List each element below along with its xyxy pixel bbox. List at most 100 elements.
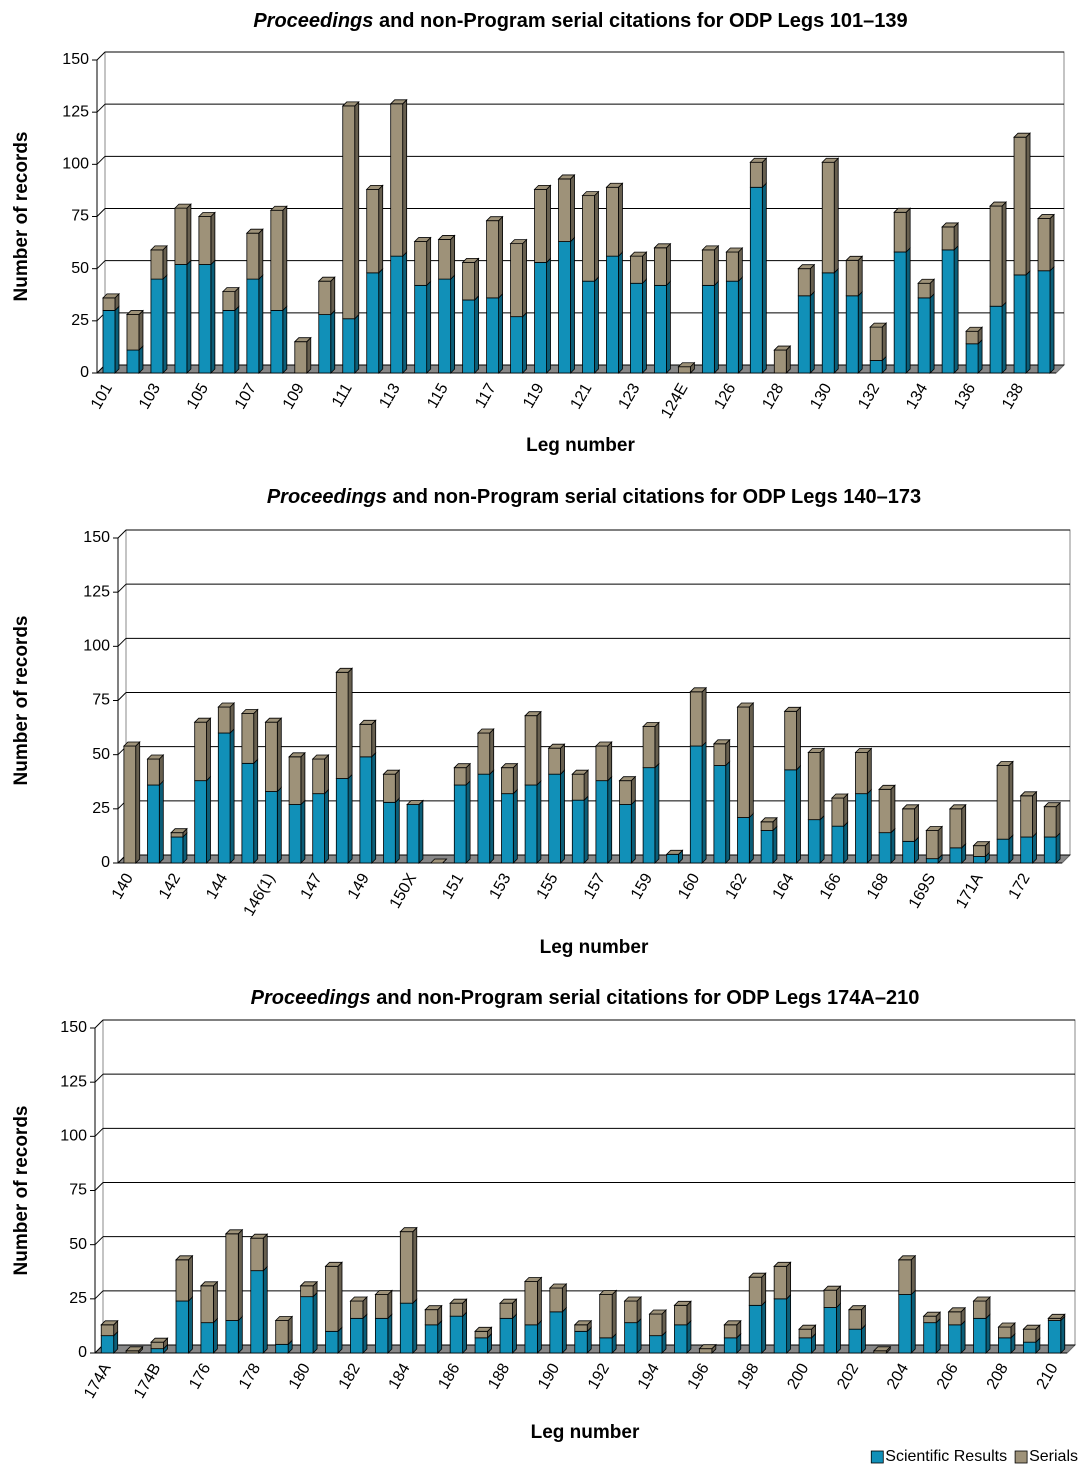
bar: [925, 830, 939, 860]
bar-top: [149, 245, 168, 251]
bar: [449, 1315, 464, 1354]
bar-side: [630, 799, 636, 864]
bar: [917, 282, 931, 299]
bar-side: [394, 797, 400, 864]
y-tick-label: 0: [101, 854, 110, 871]
legend-swatch: [870, 1450, 884, 1464]
bar-top: [736, 702, 755, 708]
bar-side: [450, 234, 456, 281]
x-tick-label: 123: [615, 381, 643, 413]
bar-top: [349, 1296, 368, 1302]
x-tick-label: 109: [280, 381, 308, 413]
bar: [524, 784, 538, 864]
bar-top: [847, 1305, 867, 1311]
bar-side: [206, 775, 211, 864]
x-axis-title: Leg number: [540, 937, 649, 958]
bar: [949, 808, 963, 849]
bar-top: [485, 216, 504, 222]
bar-top: [150, 1337, 169, 1343]
bar-top: [461, 258, 480, 263]
bar-side: [611, 1289, 617, 1339]
bar-side: [1060, 1315, 1066, 1354]
y-tick-label: 50: [71, 260, 89, 277]
bar-top: [665, 849, 684, 855]
bar-side: [158, 780, 164, 864]
bar: [845, 295, 859, 374]
bar-side: [654, 721, 660, 769]
bar-top: [299, 1281, 319, 1287]
x-tick-label: 101: [88, 381, 116, 413]
x-tick-label: 172: [1006, 871, 1034, 903]
bar-side: [594, 276, 599, 374]
bar-side: [713, 244, 719, 287]
bar-side: [300, 751, 306, 806]
bar-top: [413, 237, 432, 242]
bar: [200, 1285, 214, 1324]
bar-top: [723, 1320, 742, 1326]
bar-side: [819, 814, 825, 864]
bar: [414, 284, 428, 374]
x-tick-label: 176: [186, 1361, 214, 1393]
bar-side: [282, 305, 288, 374]
bar-side: [522, 238, 527, 318]
bar-top: [429, 858, 448, 864]
bar: [486, 220, 499, 299]
bar-top: [509, 239, 528, 245]
bar-side: [961, 803, 967, 849]
bar-side: [536, 1276, 542, 1326]
bar: [486, 297, 499, 374]
y-tick-label: 0: [80, 364, 89, 381]
bar-top: [773, 345, 792, 351]
y-tick-label: 125: [83, 583, 110, 600]
y-axis-title: Number of records: [11, 1106, 32, 1276]
x-tick-label: 134: [903, 381, 931, 413]
bar-side: [347, 773, 353, 864]
bar: [869, 360, 883, 374]
bar-side: [206, 717, 211, 782]
x-tick-label: 113: [376, 381, 404, 412]
bar-top: [872, 1346, 892, 1352]
bar-side: [186, 203, 192, 266]
bar-top: [897, 1255, 917, 1261]
bar: [147, 758, 160, 786]
bar-side: [1032, 832, 1037, 864]
bar-side: [761, 1272, 767, 1307]
bar: [973, 1317, 987, 1354]
bar-side: [761, 1300, 767, 1354]
bar-side: [881, 322, 887, 362]
bar: [126, 349, 140, 374]
bar: [1037, 270, 1051, 374]
bar-top: [170, 828, 188, 834]
bar: [453, 784, 467, 864]
bar-side: [138, 345, 144, 374]
bar: [390, 103, 404, 257]
bar-side: [188, 1254, 193, 1302]
bar: [869, 326, 883, 361]
bar-side: [276, 786, 282, 864]
bar: [198, 216, 212, 265]
bar: [948, 1311, 962, 1326]
bar: [893, 211, 907, 253]
bar-side: [960, 1319, 966, 1354]
bar-side: [725, 760, 731, 864]
bar: [893, 251, 907, 374]
bar: [624, 1300, 638, 1324]
bar: [250, 1237, 264, 1272]
bar-top: [1047, 1313, 1066, 1319]
bar: [175, 1300, 189, 1354]
x-tick-label: 111: [329, 381, 356, 411]
bar: [619, 780, 632, 805]
bar-side: [362, 1313, 368, 1354]
x-tick-label: 146(1): [241, 871, 279, 920]
bar: [453, 767, 467, 786]
bar: [534, 262, 547, 374]
bar: [1013, 136, 1027, 276]
bar: [998, 1326, 1012, 1339]
bar: [1022, 1341, 1037, 1354]
bar-side: [905, 247, 911, 374]
bar-side: [229, 702, 235, 734]
bar: [917, 297, 931, 374]
bar-top: [941, 222, 960, 228]
x-tick-label: 140: [109, 871, 137, 903]
